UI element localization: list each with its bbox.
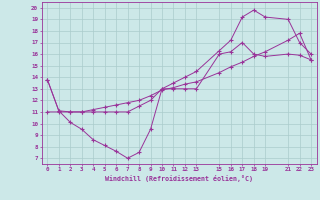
X-axis label: Windchill (Refroidissement éolien,°C): Windchill (Refroidissement éolien,°C) <box>105 175 253 182</box>
